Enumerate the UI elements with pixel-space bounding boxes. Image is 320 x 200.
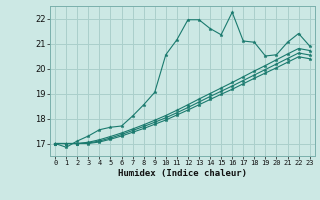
X-axis label: Humidex (Indice chaleur): Humidex (Indice chaleur) xyxy=(118,169,247,178)
